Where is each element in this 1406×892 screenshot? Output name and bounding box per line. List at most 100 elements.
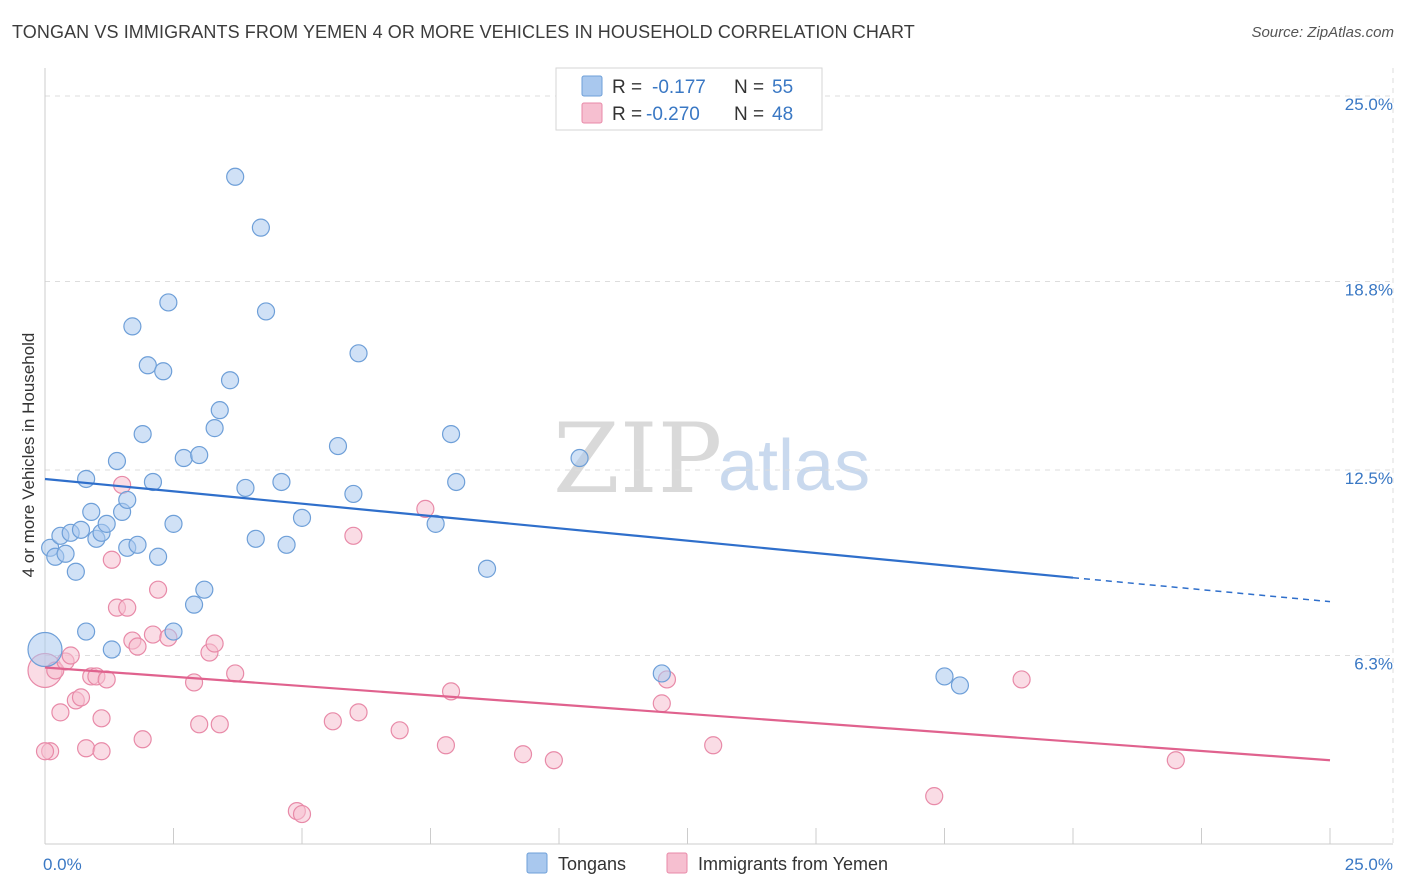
tongans-point — [97, 514, 116, 533]
bottom-legend-label-tongans: Tongans — [558, 854, 626, 874]
yemen-point — [344, 526, 363, 545]
tongans-point — [195, 580, 214, 599]
yemen-point — [190, 715, 209, 734]
legend-r-value-yemen: -0.270 — [646, 104, 700, 125]
legend-n-label: N = — [734, 104, 764, 125]
tongans-point — [138, 356, 157, 375]
x-tick-label: 25.0% — [1345, 855, 1393, 874]
legend-r-label: R = — [612, 77, 642, 98]
tongans-point — [652, 664, 671, 683]
tongans-point — [272, 472, 291, 492]
yemen-point — [102, 550, 121, 569]
y-tick-label: 12.5% — [1345, 469, 1393, 488]
tongans-point — [251, 218, 270, 237]
tongans-point — [164, 514, 183, 533]
y-axis-label: 4 or more Vehicles in Household — [19, 333, 38, 578]
yemen-point — [390, 721, 409, 740]
tongans-point — [256, 302, 276, 321]
tongans-point — [570, 448, 589, 468]
yemen-point — [226, 664, 245, 683]
bottom-legend-swatch-tongans — [526, 852, 548, 874]
tongans-point — [107, 451, 127, 471]
yemen-point — [349, 703, 368, 722]
yemen-point — [148, 580, 168, 599]
tongans-point — [950, 676, 970, 695]
tongans-point — [159, 293, 178, 312]
yemen-trend-line — [44, 666, 1331, 762]
tick-labels: 6.3% 12.5% 18.8% 25.0% 0.0% 25.0% — [43, 95, 1393, 874]
tongans-point — [328, 436, 348, 456]
tongans-trend-extension — [1072, 576, 1331, 603]
legend-r-label: R = — [612, 104, 642, 125]
yemen-point — [323, 712, 342, 731]
tongans-point — [184, 595, 204, 614]
tongans-point — [226, 167, 245, 186]
yemen-point — [143, 625, 163, 644]
tongans-point — [128, 535, 147, 554]
tongans-point — [143, 472, 163, 492]
tongans-point — [447, 472, 466, 492]
tongans-point — [935, 667, 954, 686]
tongans-point — [210, 401, 229, 420]
yemen-point — [292, 804, 312, 824]
tongans-point — [292, 508, 312, 527]
tongans-point — [344, 484, 363, 504]
yemen-point — [77, 739, 96, 758]
tongans-trend-line — [44, 477, 1074, 579]
bottom-legend: Tongans Immigrants from Yemen — [526, 852, 888, 874]
yemen-point — [1166, 751, 1185, 770]
tongans-point — [174, 448, 193, 468]
source-label: Source: ZipAtlas.com — [1251, 24, 1394, 41]
yemen-point — [128, 637, 147, 656]
tongans-point — [133, 424, 152, 444]
y-tick-label: 6.3% — [1354, 655, 1393, 674]
tongans-point — [349, 344, 368, 363]
tongans-point — [148, 547, 168, 566]
series-tongans — [27, 167, 970, 695]
y-tick-label: 18.8% — [1345, 281, 1393, 300]
tongans-point — [71, 520, 91, 539]
yemen-point — [544, 751, 563, 770]
yemen-point — [71, 688, 91, 707]
tongans-point — [123, 317, 142, 336]
yemen-point — [118, 598, 137, 617]
axes — [44, 68, 1393, 845]
legend-swatch-tongans — [581, 75, 603, 97]
legend-box: R = -0.177 N = 55 R = -0.270 N = 48 — [555, 67, 823, 131]
yemen-point — [1012, 670, 1031, 689]
yemen-point — [61, 646, 80, 665]
tongans-point — [205, 419, 224, 438]
trend-lines — [44, 477, 1331, 762]
tongans-point — [246, 529, 265, 548]
tongans-point — [426, 514, 445, 533]
yemen-point — [513, 745, 533, 764]
yemen-point — [184, 673, 204, 692]
tongans-point — [190, 445, 209, 465]
yemen-point — [51, 703, 70, 722]
tongans-point — [477, 559, 497, 578]
tongans-point — [77, 622, 96, 641]
bottom-legend-label-yemen: Immigrants from Yemen — [698, 854, 888, 874]
tongans-point — [154, 362, 173, 381]
tongans-point — [236, 478, 255, 498]
legend-n-value-tongans: 55 — [772, 77, 793, 98]
series-immigrants-from-yemen — [27, 475, 1185, 824]
yemen-point — [35, 742, 55, 761]
yemen-point — [97, 670, 116, 689]
yemen-point — [92, 742, 111, 761]
yemen-point — [205, 634, 224, 653]
tongans-point — [82, 502, 101, 521]
yemen-point — [416, 499, 435, 518]
yemen-point — [925, 787, 944, 806]
legend-n-value-yemen: 48 — [772, 104, 793, 125]
tongans-point — [277, 535, 296, 554]
yemen-point — [92, 709, 111, 728]
yemen-point — [704, 736, 723, 755]
yemen-point — [652, 694, 671, 713]
legend-r-value-tongans: -0.177 — [652, 77, 706, 98]
tongans-point — [441, 424, 461, 444]
yemen-point — [210, 715, 229, 734]
tongans-point — [66, 562, 85, 581]
yemen-point — [436, 736, 456, 755]
